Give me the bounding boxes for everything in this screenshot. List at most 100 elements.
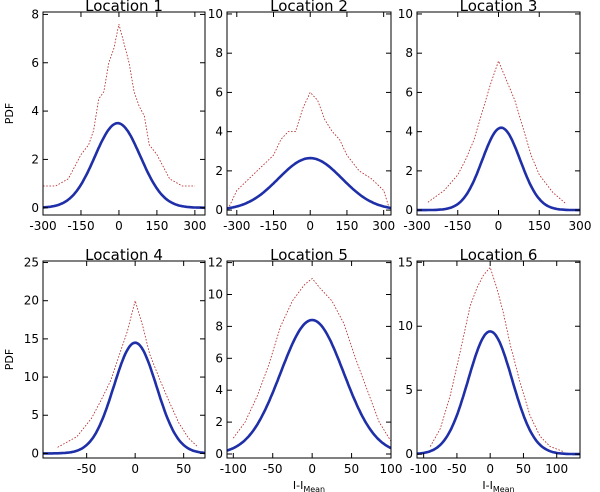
x-tick-label: -50 <box>77 462 97 476</box>
x-tick-label: -150 <box>444 219 471 233</box>
y-tick-label: 6 <box>215 351 223 365</box>
y-tick-label: 10 <box>24 370 39 384</box>
y-axis-label: PDF <box>3 103 16 124</box>
y-tick-label: 0 <box>405 447 413 461</box>
x-tick-label: -50 <box>263 462 283 476</box>
panel-6: -100 -50 0 50 100 0 5 10 15 Location 6 I-IMean <box>398 246 581 492</box>
x-axis-label-subscript: Mean <box>493 485 515 492</box>
x-tick-label: 100 <box>380 462 403 476</box>
y-tick-label: 10 <box>398 319 413 333</box>
y-tick-label: 15 <box>24 332 39 346</box>
gaussian-fit-line <box>416 330 580 456</box>
panel-3: -300 -150 0 150 300 0 2 4 6 8 10 Location 3 <box>398 0 592 233</box>
gaussian-fit-line <box>43 341 206 455</box>
y-axis-label: PDF <box>3 349 16 370</box>
y-tick-label: 25 <box>24 256 39 270</box>
x-tick-label: 300 <box>183 219 206 233</box>
x-axis-label: I-IMean <box>293 479 325 492</box>
plot-frame <box>416 260 581 459</box>
y-tick-label: 8 <box>405 46 413 60</box>
panel-title: Location 5 <box>270 246 348 264</box>
y-tick-label: 0 <box>31 446 39 460</box>
x-axis-label-main: I-I <box>293 479 303 492</box>
x-tick-label: -50 <box>447 462 467 476</box>
y-tick-label: 4 <box>215 125 223 139</box>
y-tick-label: 8 <box>215 319 223 333</box>
histogram-line <box>232 277 392 442</box>
plot-frame <box>226 11 392 216</box>
plot-frame <box>42 11 206 216</box>
x-tick-label: 50 <box>176 462 191 476</box>
y-tick-label: 2 <box>215 415 223 429</box>
y-tick-label: 5 <box>31 408 39 422</box>
y-tick-label: 2 <box>405 164 413 178</box>
x-tick-label: 150 <box>145 219 168 233</box>
x-tick-label: 300 <box>372 219 395 233</box>
gaussian-fit-line <box>226 156 392 210</box>
y-tick-label: 4 <box>215 383 223 397</box>
panel-2: -300 -150 0 150 300 0 2 4 6 8 10 Location 2 <box>208 0 395 233</box>
x-tick-label: -100 <box>410 462 437 476</box>
y-tick-label: 20 <box>24 294 39 308</box>
y-tick-label: 0 <box>215 447 223 461</box>
y-tick-label: 4 <box>405 125 413 139</box>
x-tick-label: -100 <box>220 462 247 476</box>
y-tick-label: 12 <box>208 256 223 270</box>
y-tick-label: 4 <box>31 104 39 118</box>
panel-title: Location 1 <box>85 0 163 15</box>
x-tick-label: 0 <box>306 219 314 233</box>
y-tick-label: 8 <box>31 7 39 21</box>
gaussian-fit-line <box>42 121 205 209</box>
y-tick-label: 5 <box>405 383 413 397</box>
y-tick-label: 2 <box>31 152 39 166</box>
y-tick-label: 8 <box>215 46 223 60</box>
y-tick-label: 0 <box>405 203 413 217</box>
gaussian-fit-line <box>226 318 392 452</box>
plot-frame <box>42 260 206 459</box>
plot-frame <box>226 260 392 459</box>
histogram-line <box>43 23 195 187</box>
x-tick-label: 300 <box>569 219 592 233</box>
x-tick-label: -300 <box>223 219 250 233</box>
panel-4: -50 0 50 0 5 10 15 20 25 Location 4 PDF <box>3 246 206 476</box>
x-tick-label: -150 <box>67 219 94 233</box>
y-tick-label: 6 <box>405 85 413 99</box>
x-tick-label: 0 <box>495 219 503 233</box>
x-tick-label: 0 <box>115 219 123 233</box>
x-tick-label: 0 <box>131 462 139 476</box>
y-tick-label: 2 <box>215 164 223 178</box>
x-tick-label: -150 <box>260 219 287 233</box>
x-tick-label: -300 <box>29 219 56 233</box>
x-tick-label: -300 <box>403 219 430 233</box>
panel-title: Location 4 <box>85 246 163 264</box>
x-tick-label: 50 <box>516 462 531 476</box>
x-axis-label-subscript: Mean <box>303 485 325 492</box>
histogram-line <box>229 91 389 207</box>
panel-5: -100 -50 0 50 100 0 2 4 6 8 10 12 Location 5 I-IMean <box>208 246 403 492</box>
histogram-line <box>427 59 567 205</box>
panel-title: Location 3 <box>460 0 538 15</box>
x-tick-label: 150 <box>335 219 358 233</box>
y-tick-label: 10 <box>208 287 223 301</box>
y-tick-label: 0 <box>31 201 39 215</box>
y-tick-label: 6 <box>31 56 39 70</box>
x-axis-label: I-IMean <box>482 479 514 492</box>
panel-1: -300 -150 0 150 300 0 2 4 6 8 Location 1 PDF <box>3 0 206 233</box>
x-tick-label: 50 <box>344 462 359 476</box>
y-tick-label: 15 <box>398 255 413 269</box>
y-tick-label: 10 <box>208 7 223 21</box>
panel-title: Location 2 <box>270 0 348 15</box>
y-tick-label: 6 <box>215 85 223 99</box>
x-tick-label: 0 <box>308 462 316 476</box>
gaussian-fit-line <box>417 126 580 212</box>
histogram-line <box>57 299 199 448</box>
x-tick-label: 100 <box>545 462 568 476</box>
plot-frame <box>416 11 581 216</box>
y-tick-label: 0 <box>215 203 223 217</box>
histogram-line <box>429 266 564 452</box>
x-tick-label: 150 <box>528 219 551 233</box>
panel-title: Location 6 <box>460 246 538 264</box>
x-axis-label-main: I-I <box>482 479 492 492</box>
x-tick-label: 0 <box>486 462 494 476</box>
